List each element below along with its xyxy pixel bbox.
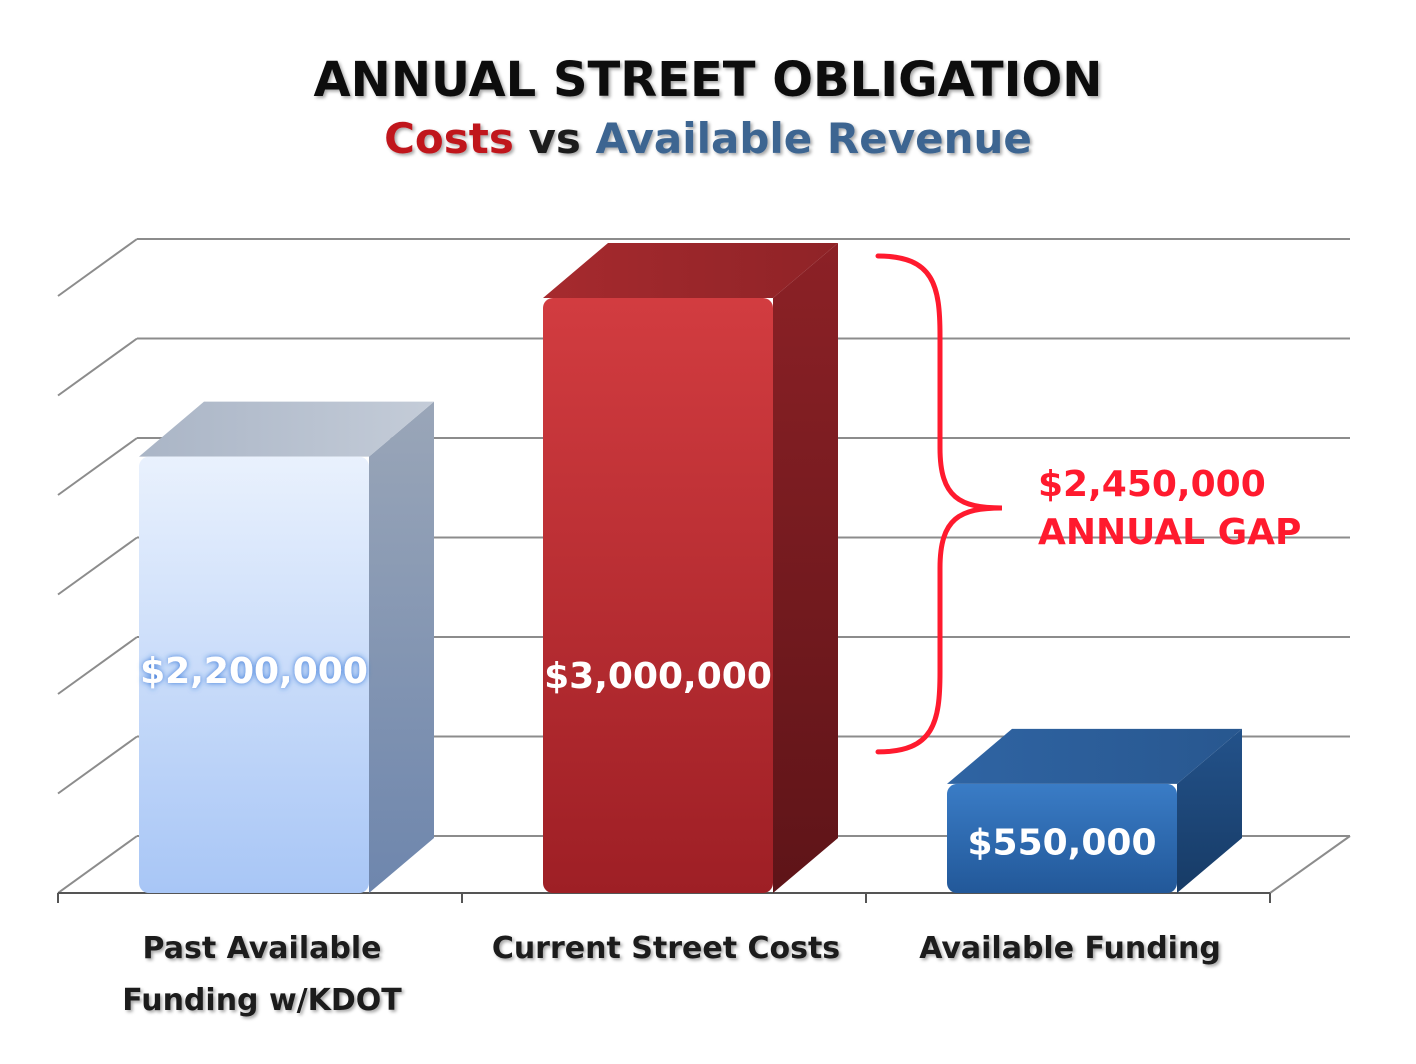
gridline-wall (57, 735, 138, 795)
bar-front (947, 783, 1177, 893)
chart-subtitle: Costs vs Available Revenue (384, 114, 1032, 163)
bar (139, 401, 434, 893)
subtitle-vs: vs (514, 114, 596, 163)
bar-front (139, 456, 369, 893)
gap-annotation-label: ANNUAL GAP (1038, 512, 1301, 553)
bar-side (773, 243, 838, 893)
category-label: Available Funding (919, 931, 1221, 966)
bar (947, 728, 1242, 893)
gap-annotation-label: $2,450,000 (1038, 464, 1266, 505)
gridline-wall (57, 636, 138, 695)
chart-title: ANNUAL STREET OBLIGATION (314, 52, 1103, 108)
bar-front (543, 298, 773, 893)
bar-top (543, 243, 838, 298)
bar-value-label: $550,000 (967, 822, 1156, 863)
value-labels: $2,200,000 $3,000,000 $550,000 (140, 651, 1156, 863)
bar-value-label: $3,000,000 (544, 656, 772, 697)
gridline-wall (57, 238, 138, 297)
subtitle-revenue: Available Revenue (595, 114, 1031, 163)
gap-annotation: $2,450,000 ANNUAL GAP (875, 253, 1301, 755)
floor-edge (1269, 835, 1351, 894)
bar-top (947, 728, 1242, 784)
category-label: Current Street Costs (492, 931, 840, 966)
gap-brace (875, 253, 1003, 755)
category-label: Funding w/KDOT (122, 983, 402, 1018)
category-labels: Past Available Funding w/KDOT Current Stre… (122, 931, 1221, 1018)
x-axis (57, 892, 1271, 903)
subtitle-costs: Costs (384, 114, 514, 163)
gridline-wall (57, 437, 138, 496)
bar-side (369, 401, 434, 893)
gridline-wall (57, 536, 138, 596)
gridline-wall (57, 337, 138, 397)
bar-top (139, 401, 434, 457)
bar (543, 243, 838, 893)
bars (139, 243, 1242, 893)
gridline-wall (57, 835, 138, 894)
bar-side (1177, 728, 1242, 893)
category-label: Past Available (143, 931, 382, 966)
bar-value-label: $2,200,000 (140, 651, 368, 692)
